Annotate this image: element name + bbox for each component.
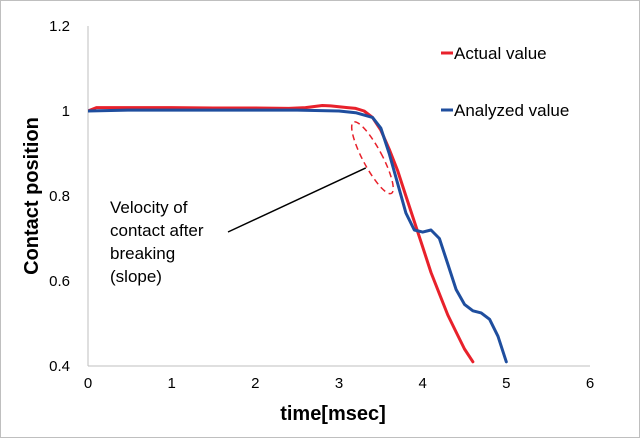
annotation-layer: Velocity of contact after breaking (slope) xyxy=(110,121,394,286)
legend-label-actual-value: Actual value xyxy=(454,44,547,63)
axes: 0 1 2 3 4 5 6 0.4 0.6 0.8 1 1.2 xyxy=(49,18,594,392)
y-tick-label: 1 xyxy=(62,103,70,120)
y-tick-label: 1.2 xyxy=(49,18,70,35)
series-line-analyzed-value xyxy=(88,108,508,364)
series-layer xyxy=(88,104,508,364)
series-line-actual-value xyxy=(88,104,475,364)
legend: Actual value Analyzed value xyxy=(441,44,569,120)
x-axis-title: time[msec] xyxy=(280,403,386,425)
legend-label-analyzed-value: Analyzed value xyxy=(454,101,569,120)
x-tick-label: 5 xyxy=(502,375,510,392)
axis-labels: time[msec] Contact position xyxy=(21,117,386,425)
x-tick-label: 2 xyxy=(251,375,259,392)
x-tick-label: 0 xyxy=(84,375,92,392)
y-tick-label: 0.4 xyxy=(49,358,70,375)
x-tick-label: 4 xyxy=(418,375,426,392)
highlight-ellipse xyxy=(350,121,394,195)
annotation-leader-line xyxy=(227,167,367,233)
x-tick-label: 6 xyxy=(586,375,594,392)
x-tick-label: 1 xyxy=(167,375,175,392)
y-tick-label: 0.6 xyxy=(49,273,70,290)
annotation-text-line: breaking xyxy=(110,244,175,263)
y-axis-title: Contact position xyxy=(21,117,43,275)
y-tick-label: 0.8 xyxy=(49,188,70,205)
annotation-text-line: contact after xyxy=(110,221,204,240)
annotation-text-line: (slope) xyxy=(110,267,162,286)
x-tick-label: 3 xyxy=(335,375,343,392)
annotation-text-line: Velocity of xyxy=(110,198,188,217)
